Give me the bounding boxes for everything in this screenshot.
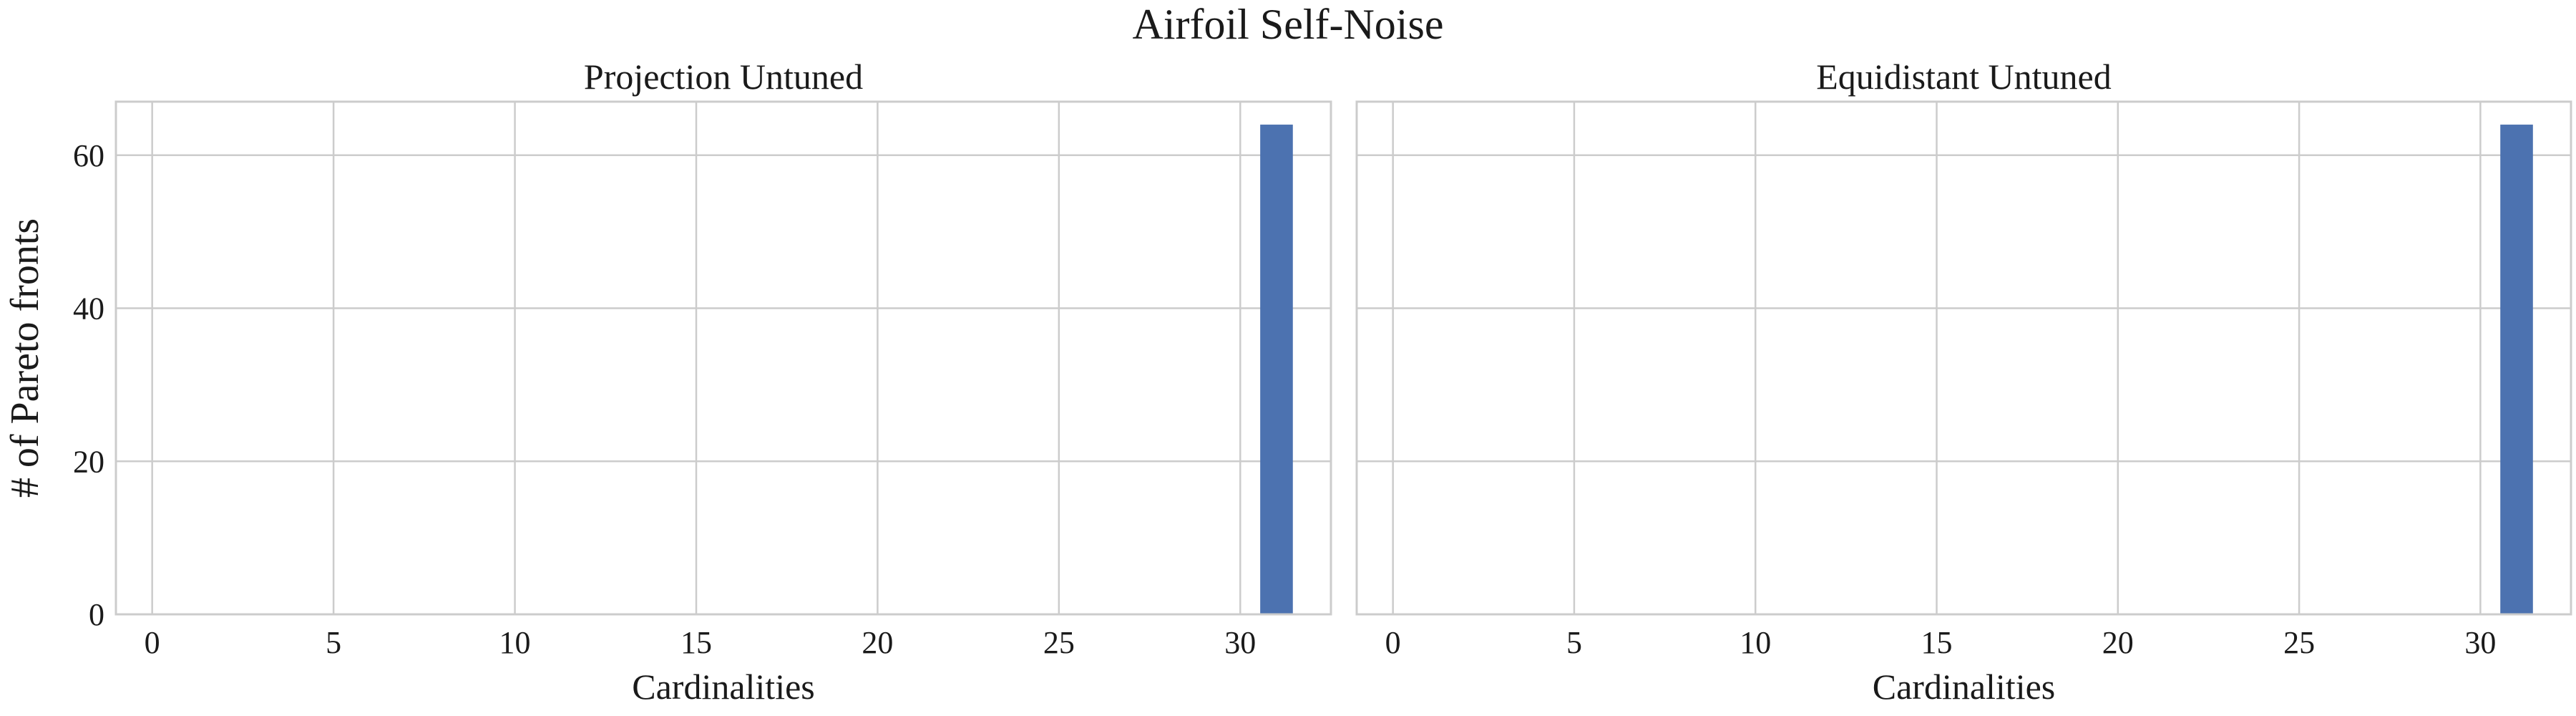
panel-1-x-tick-label: 10 [499,625,531,660]
panel-2-x-tick-label: 15 [1921,625,1953,660]
panel-1-plot-area [116,102,1331,614]
panel-1-y-tick-label: 0 [89,597,104,632]
panel-2-x-tick-label: 0 [1385,625,1401,660]
panel-2-x-tick-label: 25 [2283,625,2315,660]
panel-1-title: Projection Untuned [584,57,863,97]
panel-1-y-tick-label: 20 [73,444,104,479]
panel-2-x-tick-label: 20 [2102,625,2134,660]
panel-1-bar [1260,125,1293,615]
panel-2-plot-area [1357,102,2571,614]
panel-1-x-tick-label: 20 [862,625,893,660]
panel-1-x-tick-label: 30 [1224,625,1256,660]
panel-2-title: Equidistant Untuned [1816,57,2111,97]
panel-1-x-tick-label: 0 [145,625,160,660]
panel-1-x-tick-label: 5 [326,625,341,660]
panel-1-y-tick-label: 60 [73,138,104,173]
panel-1-frame [114,100,1332,616]
panel-1-y-tick-label: 40 [73,291,104,326]
panel-2-x-tick-label: 10 [1740,625,1771,660]
panel-1-x-axis-label: Cardinalities [632,667,815,707]
panel-2-x-axis-label: Cardinalities [1873,667,2056,707]
panel-2-x-tick-label: 30 [2464,625,2496,660]
figure-title: Airfoil Self-Noise [1132,1,1444,48]
panel-2-frame [1355,100,2572,616]
panel-1-x-tick-label: 25 [1043,625,1075,660]
panel-1-x-tick-label: 15 [680,625,712,660]
panel-2-bar [2500,125,2533,615]
panel-2-x-tick-label: 5 [1566,625,1582,660]
